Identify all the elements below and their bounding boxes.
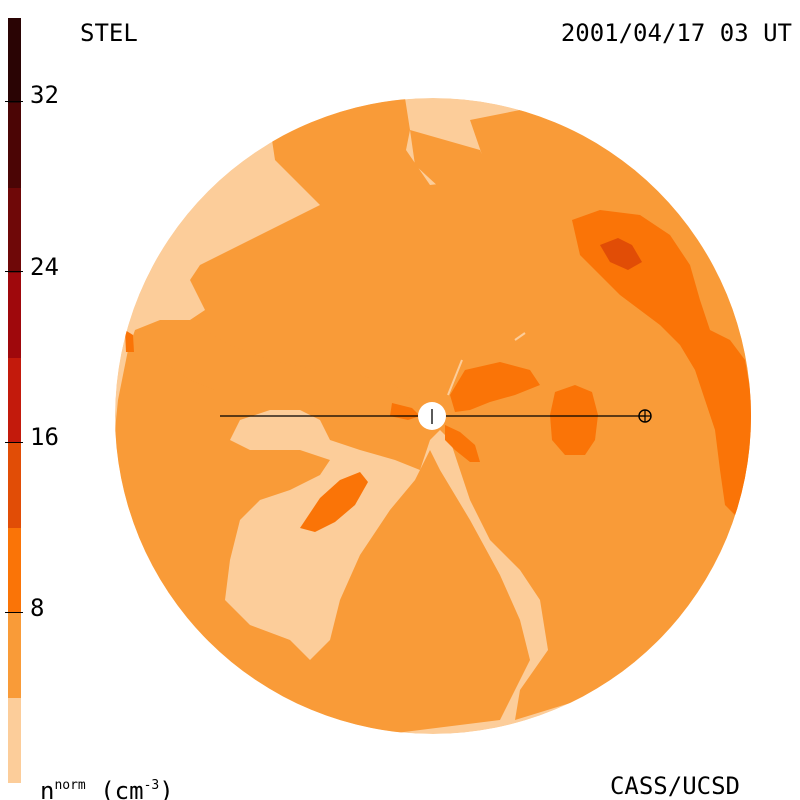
colorbar-tick xyxy=(5,101,23,102)
density-level-3-peak xyxy=(600,238,642,270)
colorbar-segment xyxy=(8,188,21,273)
timestamp: 2001/04/17 03 UT xyxy=(560,19,792,47)
quantity-symbol: n xyxy=(40,777,55,800)
colorbar-segment xyxy=(8,358,21,443)
colorbar-tick-label: 16 xyxy=(30,423,59,451)
unit-exponent: -3 xyxy=(143,778,160,793)
unit-open: (cm xyxy=(100,777,144,800)
credit-label: CASS/UCSD xyxy=(609,772,740,800)
density-level-1-west xyxy=(150,330,418,415)
quantity-superscript: norm xyxy=(54,778,86,793)
unit-close: ) xyxy=(159,777,174,800)
colorbar-segment xyxy=(8,613,21,698)
earth-symbol-icon xyxy=(638,409,652,423)
density-level-2-west-edge xyxy=(125,330,134,352)
density-level-2-region xyxy=(572,210,751,515)
streamer-line xyxy=(447,359,463,396)
colorbar-tick xyxy=(5,442,23,443)
colorbar-tick xyxy=(5,612,23,613)
colorbar-segment xyxy=(8,443,21,528)
colorbar-segment xyxy=(8,103,21,188)
colorbar xyxy=(8,18,21,783)
source-label: STEL xyxy=(80,19,138,47)
colorbar-tick xyxy=(5,271,23,272)
density-level-2-center-ne xyxy=(450,362,540,412)
colorbar-tick-label: 32 xyxy=(30,81,59,109)
colorbar-segment xyxy=(8,698,21,783)
density-level-2-center-se xyxy=(445,425,480,462)
colorbar-segment xyxy=(8,273,21,358)
density-level-2-east-blob xyxy=(550,385,598,455)
colorbar-segment xyxy=(8,18,21,103)
colorbar-segment xyxy=(8,528,21,613)
colorbar-tick-label: 24 xyxy=(30,253,59,281)
density-level-2-sw-blob xyxy=(300,472,368,532)
colorbar-units-label: nnorm (cm-3) xyxy=(40,774,174,800)
streamer-line xyxy=(514,332,526,341)
colorbar-tick-label: 8 xyxy=(30,594,45,622)
